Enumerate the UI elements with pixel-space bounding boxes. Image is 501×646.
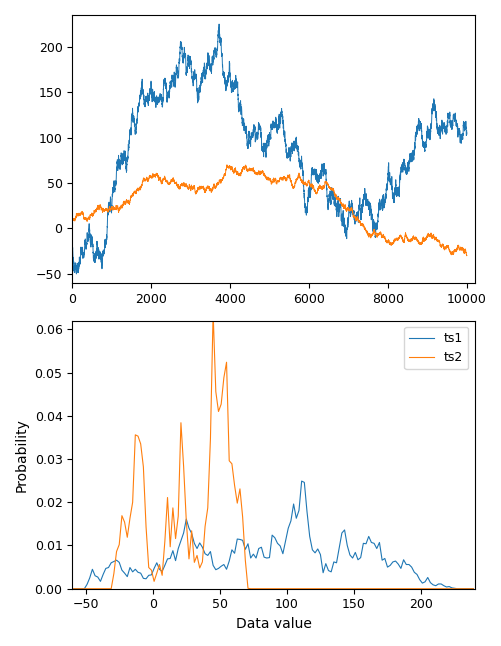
Line: ts2: ts2 bbox=[74, 313, 472, 589]
ts1 bbox=[402, 561, 408, 568]
X-axis label: Data value: Data value bbox=[235, 617, 311, 631]
ts1 bbox=[469, 585, 475, 592]
ts1 bbox=[228, 546, 234, 554]
ts2 bbox=[298, 585, 304, 592]
ts2 bbox=[469, 585, 475, 592]
ts1 bbox=[71, 585, 77, 592]
ts1 bbox=[279, 550, 285, 557]
ts1 bbox=[296, 506, 302, 514]
Legend: ts1, ts2: ts1, ts2 bbox=[403, 327, 467, 370]
ts2 bbox=[202, 523, 208, 530]
ts2 bbox=[282, 585, 288, 592]
ts1 bbox=[298, 477, 304, 485]
Line: ts1: ts1 bbox=[74, 481, 472, 589]
ts2 bbox=[71, 585, 77, 592]
ts2 bbox=[231, 481, 237, 489]
ts2 bbox=[210, 309, 216, 317]
Y-axis label: Probability: Probability bbox=[15, 418, 29, 492]
ts1 bbox=[202, 550, 208, 557]
ts2 bbox=[349, 585, 355, 592]
ts1 bbox=[349, 554, 355, 562]
ts2 bbox=[402, 585, 408, 592]
